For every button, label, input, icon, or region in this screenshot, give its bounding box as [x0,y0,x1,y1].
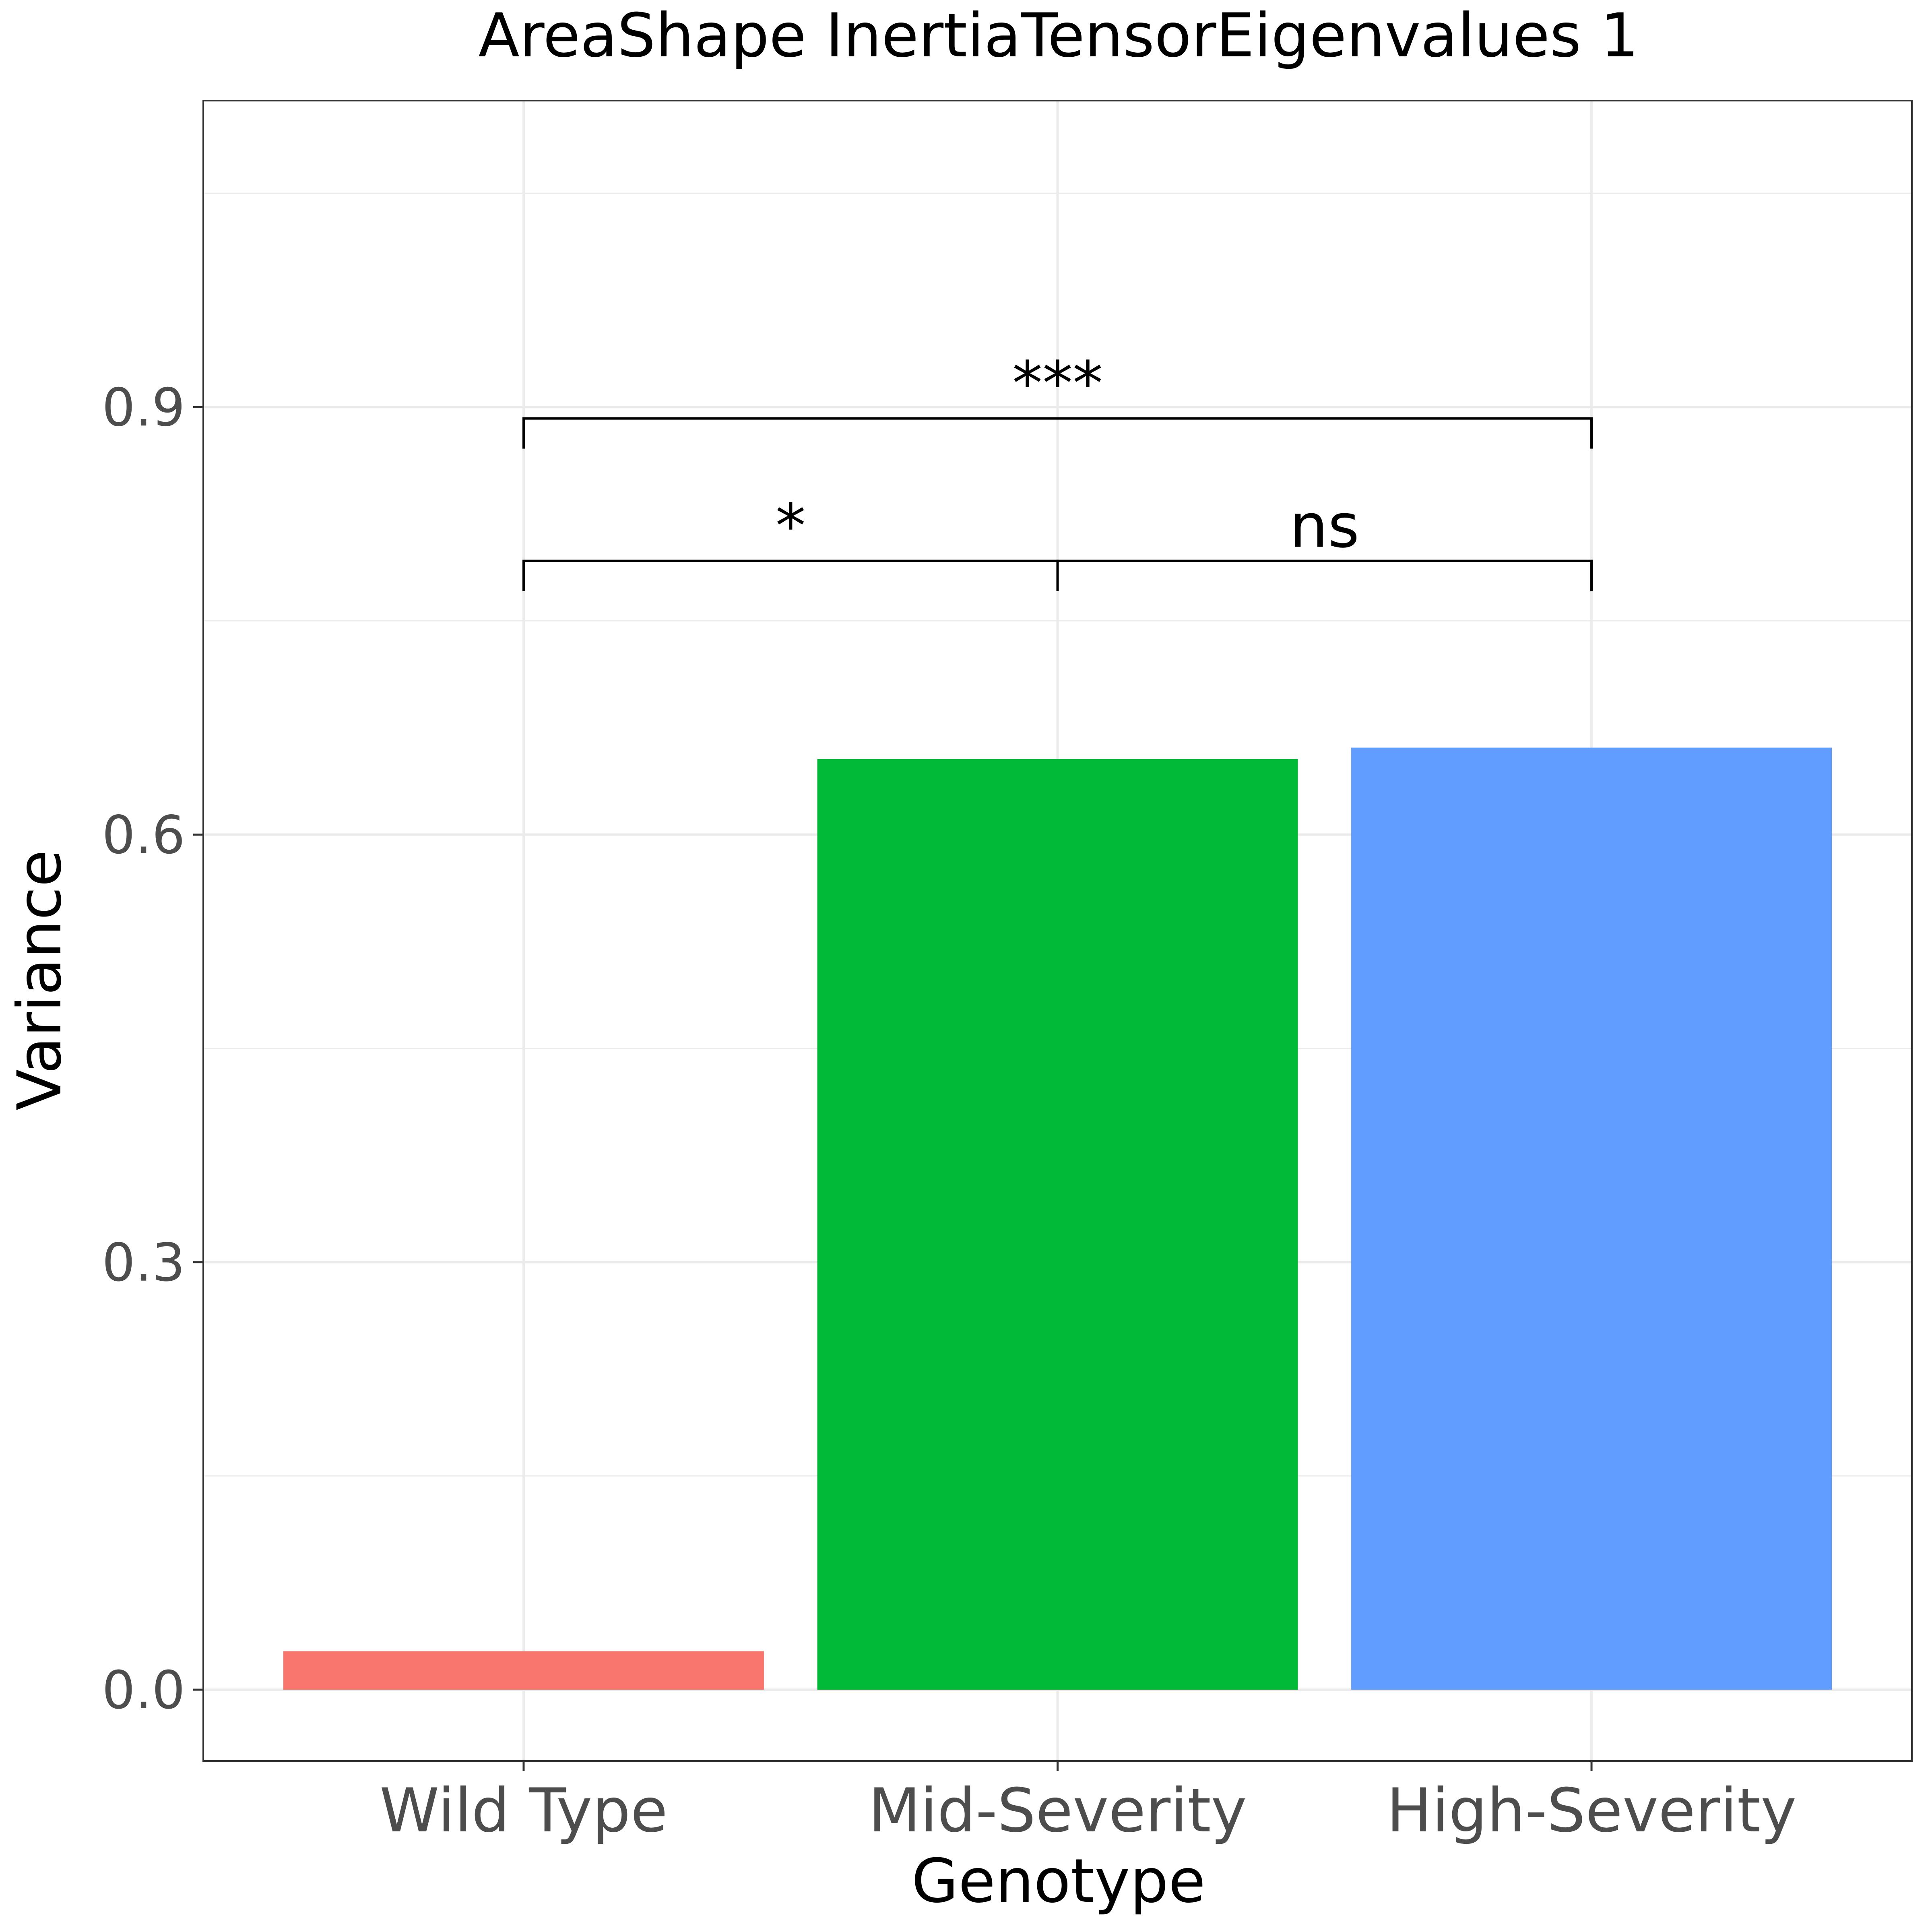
chart-title: AreaShape InertiaTensorEigenvalues 1 [478,1,1639,71]
y-tick-label: 0.6 [102,804,185,865]
bar [817,759,1298,1690]
y-tick-label: 0.9 [102,377,185,438]
y-tick-label: 0.0 [102,1660,185,1721]
bar [1351,747,1832,1690]
y-axis-title: Variance [5,850,75,1110]
significance-bracket [1056,559,1593,591]
significance-bracket [522,417,1593,449]
x-tick-label: Wild Type [380,1776,668,1846]
x-tick-label: High-Severity [1387,1776,1796,1846]
bars [283,747,1832,1690]
axes: 0.0 0.3 0.6 0.9 Wild Type Mid-Severity High-Se… [102,377,1796,1846]
y-tick-label: 0.3 [102,1232,185,1293]
x-tick-label: Mid-Severity [869,1776,1247,1846]
significance-label: * [776,491,806,561]
significance-label: ns [1290,491,1359,561]
significance-brackets: * ns *** [522,349,1593,591]
bar [283,1651,764,1690]
significance-label: *** [1012,349,1103,419]
x-axis-title: Genotype [912,1846,1205,1916]
